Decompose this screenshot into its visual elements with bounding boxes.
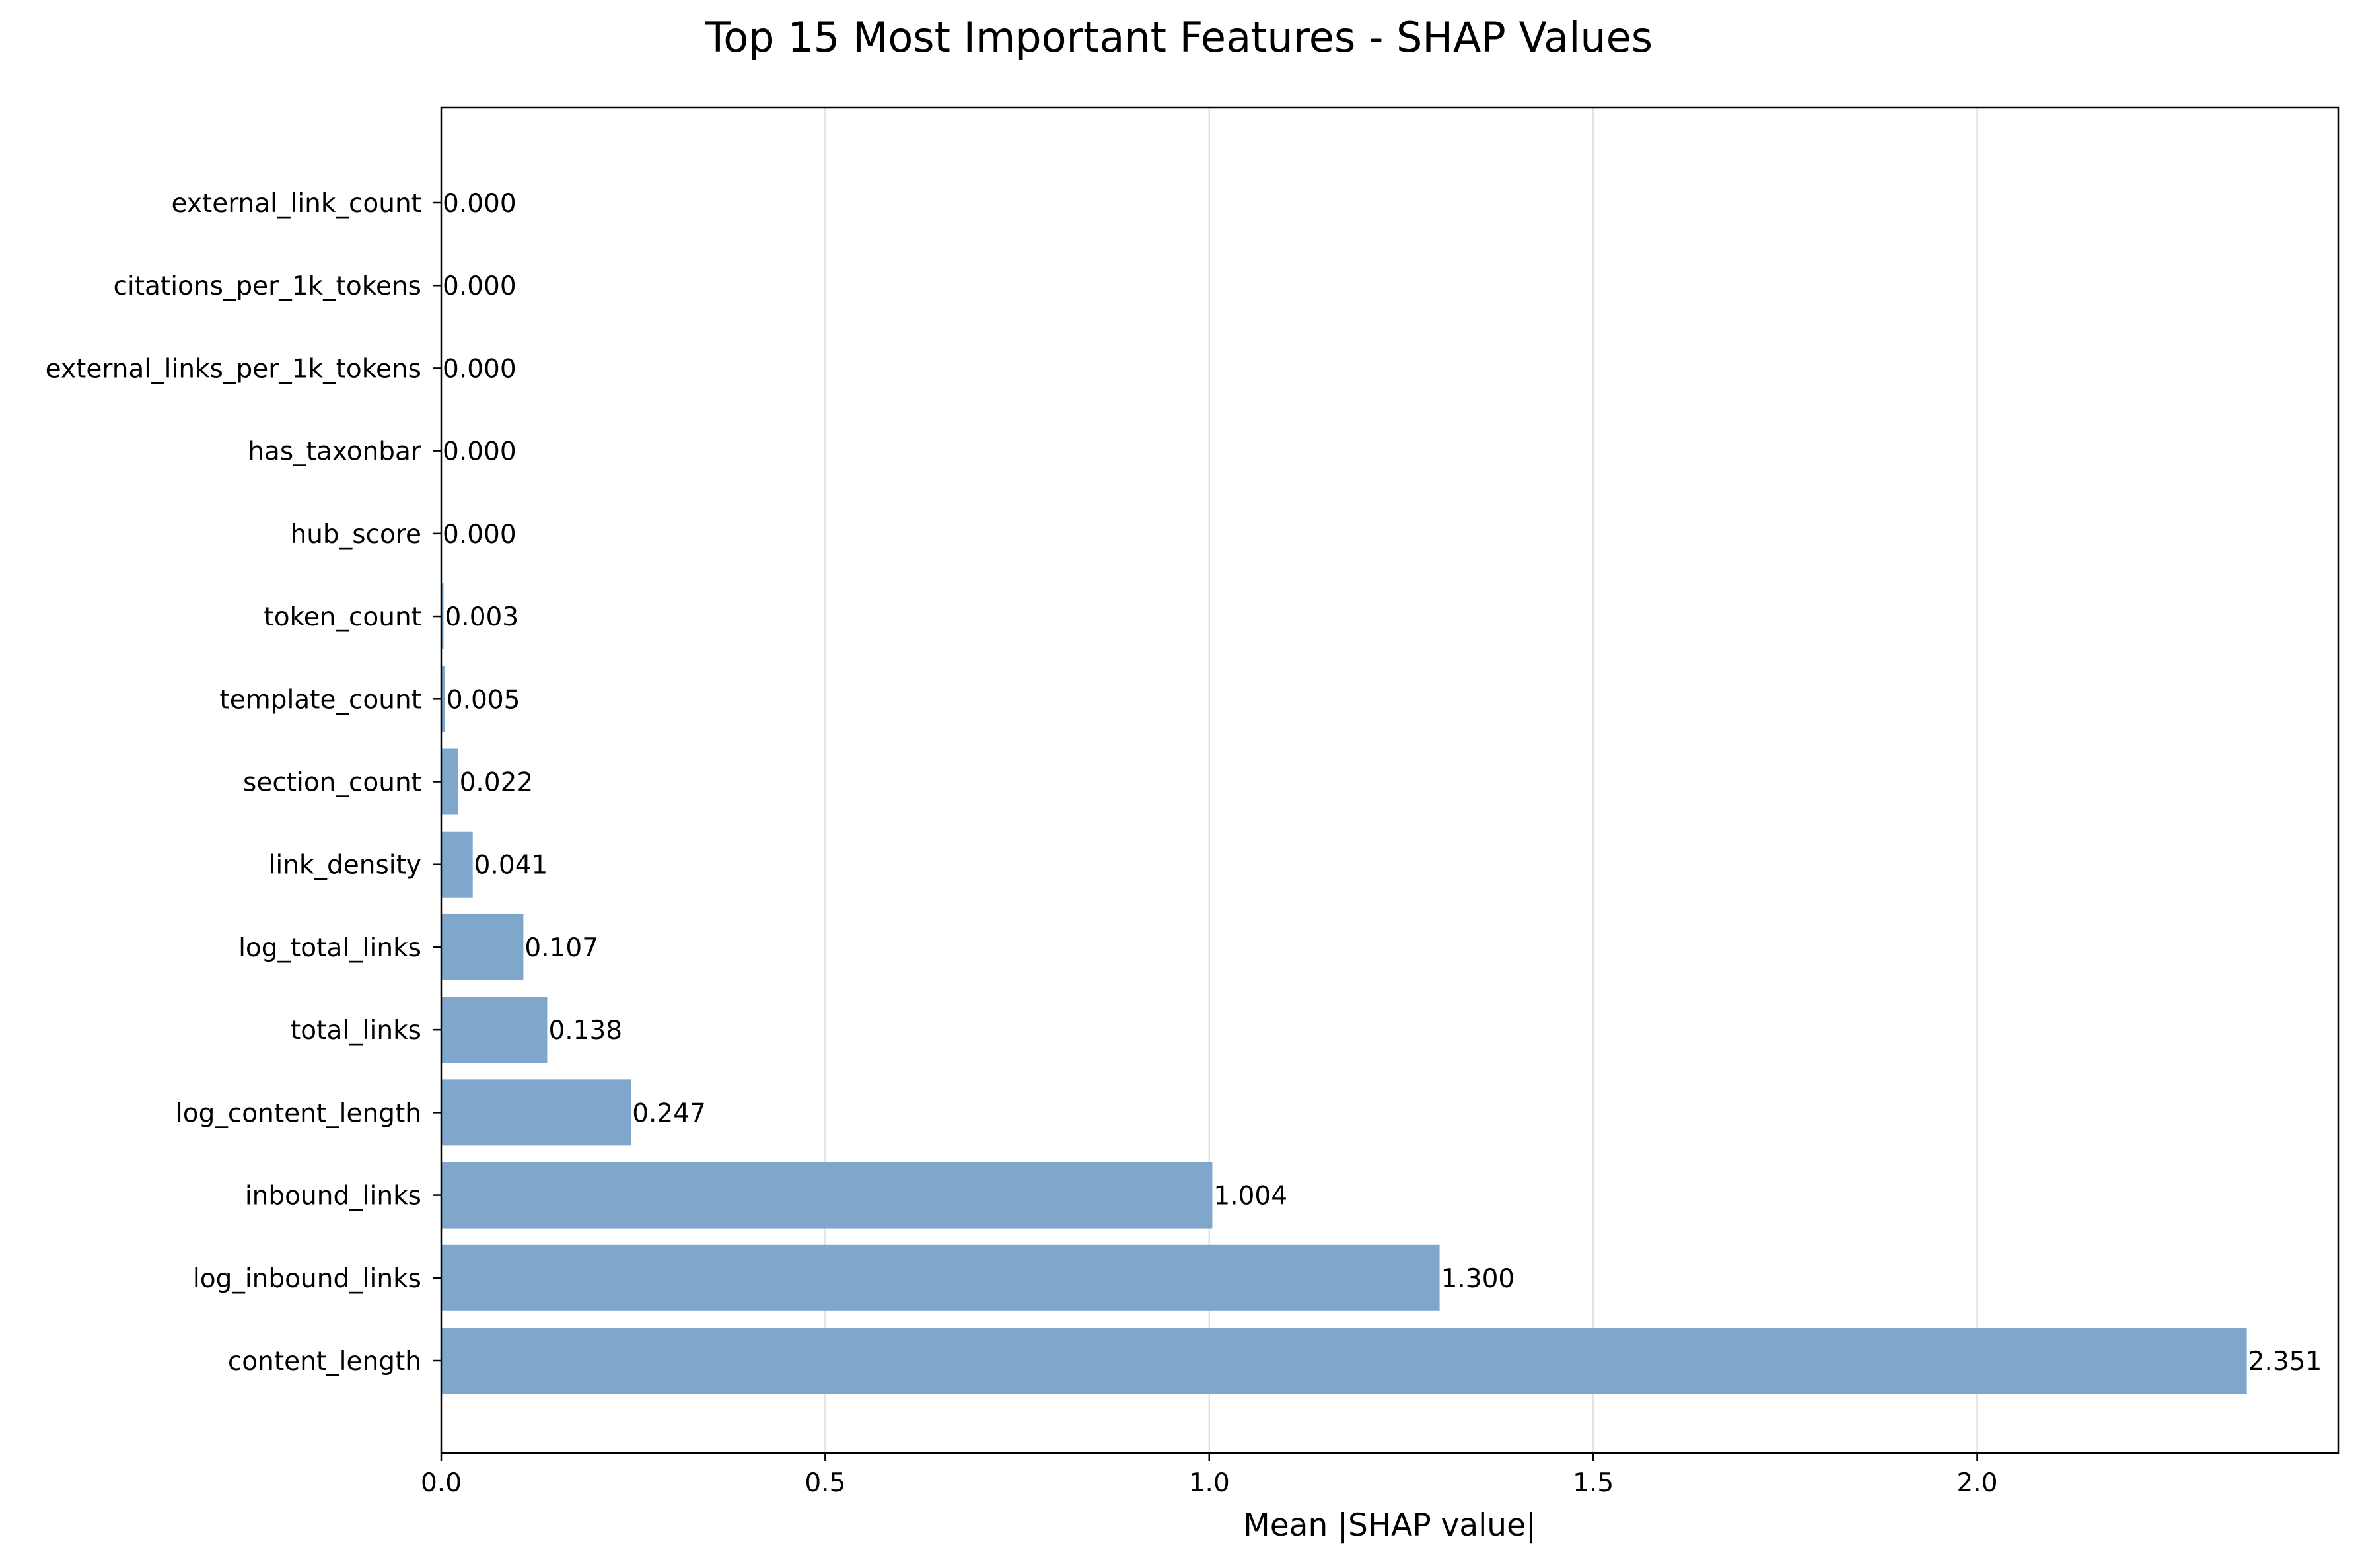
bar: [441, 1328, 2247, 1394]
bar: [441, 1244, 1440, 1311]
y-tick-label: section_count: [243, 768, 421, 798]
y-tick-label: citations_per_1k_tokens: [113, 271, 421, 301]
bar-value-label: 0.003: [445, 602, 518, 632]
y-tick-label: log_inbound_links: [193, 1264, 421, 1294]
bar-value-label: 0.000: [443, 271, 517, 301]
bar: [441, 583, 444, 650]
x-tick-labels-group: 0.0 0.5 1.0 1.5 2.0: [421, 1453, 1998, 1498]
bars-group: [441, 583, 2247, 1394]
bar: [441, 913, 524, 980]
x-tick-label: 1.0: [1189, 1468, 1230, 1498]
bar-value-label: 0.000: [443, 437, 517, 467]
x-tick-label: 2.0: [1956, 1468, 1997, 1498]
bar-value-label: 0.000: [443, 354, 517, 384]
y-tick-label: template_count: [219, 685, 421, 715]
chart-title: Top 15 Most Important Features - SHAP Va…: [705, 13, 1653, 61]
bar: [441, 997, 548, 1063]
y-tick-label: inbound_links: [245, 1182, 421, 1211]
bar-value-label: 1.004: [1213, 1182, 1287, 1211]
y-tick-label: hub_score: [291, 520, 422, 550]
y-tick-label: has_taxonbar: [248, 437, 422, 467]
y-tick-labels-group: content_length log_inbound_links inbound_l…: [46, 189, 441, 1376]
bar-value-label: 0.041: [474, 851, 548, 880]
bar: [441, 831, 473, 898]
bar-value-label: 0.138: [548, 1016, 622, 1046]
y-tick-label: link_density: [269, 851, 421, 880]
bar-value-label: 0.000: [443, 189, 517, 219]
bar: [441, 1162, 1213, 1229]
y-tick-label: log_total_links: [238, 933, 421, 963]
bar-value-label: 0.022: [460, 768, 534, 798]
y-tick-label: total_links: [291, 1016, 421, 1046]
y-tick-label: content_length: [228, 1347, 421, 1376]
bar-value-label: 0.005: [447, 685, 520, 715]
x-axis-label: Mean |SHAP value|: [1243, 1507, 1536, 1544]
bar-value-label: 2.351: [2248, 1347, 2322, 1376]
bar: [441, 666, 445, 732]
bar: [441, 748, 458, 815]
y-tick-label: log_content_length: [176, 1098, 421, 1128]
x-tick-label: 0.5: [804, 1468, 845, 1498]
bar-value-label: 0.107: [524, 933, 598, 963]
bar-value-label: 0.000: [443, 520, 517, 550]
bar: [441, 1079, 631, 1146]
y-tick-label: external_links_per_1k_tokens: [46, 354, 421, 384]
y-tick-label: external_link_count: [172, 189, 421, 219]
x-tick-label: 1.5: [1573, 1468, 1614, 1498]
y-tick-label: token_count: [264, 602, 421, 632]
plot-frame: [440, 106, 2340, 1454]
data-labels-group: 2.351 1.300 1.004 0.247 0.138 0.107 0.041 0.022…: [443, 189, 2322, 1376]
bar-value-label: 0.247: [632, 1098, 706, 1128]
x-tick-label: 0.0: [421, 1468, 462, 1498]
bar-value-label: 1.300: [1441, 1264, 1515, 1294]
